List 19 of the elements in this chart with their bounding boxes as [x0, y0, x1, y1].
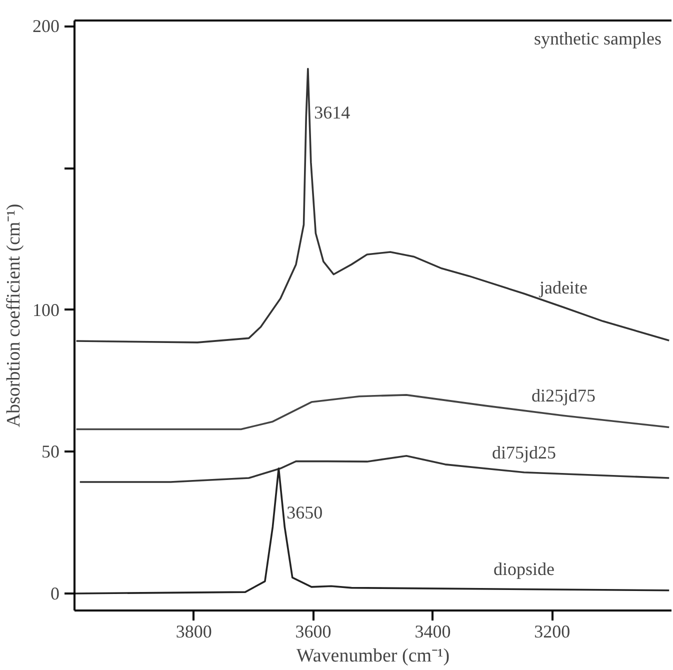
line-series [75, 68, 670, 344]
series-label: jadeite [538, 277, 588, 298]
y-tick-label: 50 [42, 442, 60, 462]
x-tick-label: 3400 [414, 622, 451, 642]
y-tick-label: 200 [32, 16, 60, 36]
annotation: 3650 [286, 502, 323, 522]
x-tick-label: 3200 [534, 622, 570, 642]
x-tick-label: 3600 [295, 622, 332, 642]
annotation: 3614 [314, 102, 350, 123]
line-series [74, 467, 670, 594]
series-label: diopside [494, 559, 555, 580]
series-label: di25jd75 [531, 386, 596, 406]
x-axis-title: Wavenumber (cm⁻¹) [296, 646, 450, 666]
series-label: di75jd25 [492, 442, 556, 462]
y-axis-title: Absorbtion coefficient (cm⁻¹) [4, 204, 24, 428]
y-tick-label: 100 [32, 300, 60, 320]
x-tick-label: 3800 [176, 622, 212, 642]
y-tick-label: 0 [50, 583, 60, 604]
annotation: synthetic samples [534, 28, 662, 48]
